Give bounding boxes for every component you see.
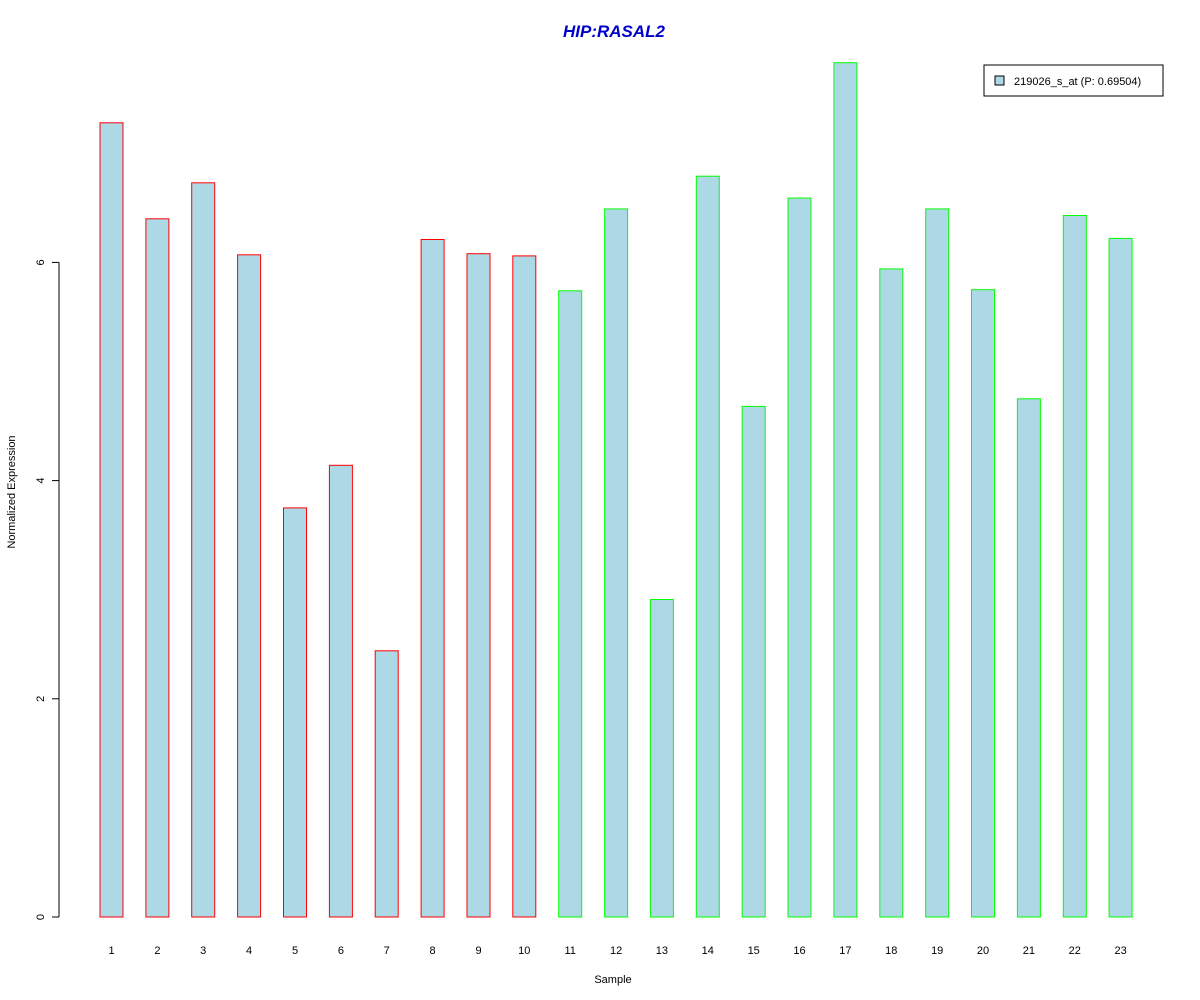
bar-sample-12 [604, 208, 629, 918]
bar-sample-18 [879, 268, 904, 918]
x-tick-label: 3 [200, 945, 206, 957]
bar-sample-1 [99, 122, 124, 918]
bar-sample-5 [283, 507, 307, 918]
bar-sample-4 [237, 254, 262, 918]
bar-sample-14 [695, 175, 720, 918]
bar-sample-16 [787, 197, 812, 918]
bar-sample-19 [925, 208, 950, 918]
x-axis-label: Sample [594, 974, 631, 986]
y-tick-label: 0 [35, 914, 47, 920]
bar-sample-7 [374, 650, 399, 918]
bar-sample-23 [1108, 237, 1133, 918]
x-tick-label: 11 [564, 945, 575, 957]
x-tick-label: 16 [793, 945, 805, 957]
bar-sample-22 [1062, 215, 1087, 918]
bar-sample-2 [145, 218, 170, 918]
x-tick-label: 13 [656, 945, 668, 957]
x-tick-label: 14 [702, 945, 714, 957]
y-tick-label: 2 [35, 696, 47, 702]
y-axis: 0 2 4 6 [35, 259, 60, 920]
x-tick-label: 6 [338, 945, 344, 957]
x-tick-label: 4 [246, 945, 252, 957]
x-tick-label: 8 [430, 945, 436, 957]
x-tick-label: 12 [610, 945, 622, 957]
chart-title: HIP:RASAL2 [563, 22, 666, 41]
bar-sample-20 [971, 289, 995, 918]
y-tick-label: 6 [35, 259, 47, 265]
legend-entry: 219026_s_at (P: 0.69504) [1014, 76, 1141, 88]
x-tick-label: 2 [154, 945, 160, 957]
x-tick-label: 20 [977, 945, 989, 957]
y-axis-label: Normalized Expression [6, 435, 18, 548]
legend-swatch [994, 75, 1005, 86]
x-tick-labels: 1 2 3 4 5 6 7 8 9 10 11 12 13 14 15 16 17 18 19 20 21 22 23 [108, 945, 1126, 957]
bar-sample-21 [1016, 398, 1041, 918]
x-tick-label: 21 [1023, 945, 1035, 957]
bar-sample-10 [512, 255, 537, 918]
bar-sample-17 [833, 62, 858, 918]
x-tick-label: 9 [475, 945, 481, 957]
x-tick-label: 19 [931, 945, 943, 957]
x-tick-label: 5 [292, 945, 298, 957]
x-tick-label: 1 [108, 945, 114, 957]
x-tick-label: 18 [885, 945, 897, 957]
bar-sample-15 [741, 405, 766, 918]
x-tick-label: 15 [748, 945, 760, 957]
legend-box [983, 64, 1164, 97]
bar-sample-11 [558, 290, 583, 918]
bar-sample-3 [191, 182, 216, 918]
x-tick-label: 10 [518, 945, 530, 957]
bar-sample-8 [420, 239, 445, 918]
y-tick-label: 4 [35, 478, 47, 484]
x-tick-label: 23 [1114, 945, 1126, 957]
x-tick-label: 17 [839, 945, 851, 957]
x-tick-label: 7 [384, 945, 390, 957]
bar-sample-13 [649, 599, 674, 918]
legend: 219026_s_at (P: 0.69504) [983, 64, 1164, 97]
bars [99, 62, 1133, 918]
x-tick-label: 22 [1069, 945, 1081, 957]
bar-sample-9 [466, 253, 491, 918]
bar-sample-6 [328, 464, 353, 918]
